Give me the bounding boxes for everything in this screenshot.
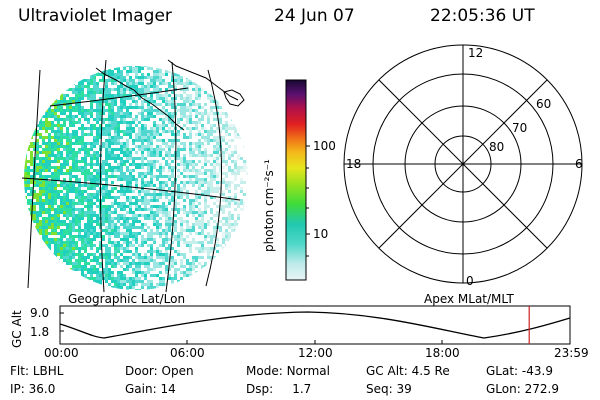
mlt-label-12: 12 [468,46,484,60]
mode-field: Mode: Normal [246,364,330,378]
altitude-ylabel: GC Alt [10,310,24,348]
mlat-label-70: 70 [512,121,528,135]
gain-field: Gain: 14 [125,382,176,396]
coastline [95,59,245,131]
instrument-title: Ultraviolet Imager [18,6,172,26]
altitude-ytick-1.8: 1.8 [30,325,50,339]
image-date: 24 Jun 07 [274,6,355,26]
altitude-plot-ticks [60,312,443,344]
door-field: Door: Open [125,364,194,378]
colorbar-tick-100: 100 [313,139,336,153]
time-tick-0000: 00:00 [44,346,79,360]
mlat-label-60: 60 [536,97,552,111]
altitude-ytick-9: 9.0 [30,306,50,320]
polar-plot [343,44,583,284]
image-time: 22:05:36 UT [430,6,535,26]
gc-alt-field: GC Alt: 4.5 Re [366,364,450,378]
mlt-label-6: 6 [575,157,583,171]
time-tick-1200: 12:00 [298,346,333,360]
caption-geographic: Geographic Lat/Lon [68,292,186,306]
altitude-curve [59,311,571,339]
mlat-label-80: 80 [489,140,505,154]
glon-field: GLon: 272.9 [486,382,559,396]
ip-field: IP: 36.0 [10,382,56,396]
time-tick-1800: 18:00 [425,346,460,360]
geographic-grid [21,59,241,293]
caption-apex: Apex MLat/MLT [424,292,514,306]
colorbar-unit-label: photon cm⁻²s⁻¹ [262,159,276,252]
colorbar-tick-10: 10 [313,227,329,241]
mlt-label-0: 0 [466,274,474,288]
seq-field: Seq: 39 [366,382,412,396]
time-tick-2359: 23:59 [554,346,589,360]
dsp-field: Dsp: 1.7 [246,382,312,396]
mlt-label-18: 18 [346,157,362,171]
color-bar-ticks [306,145,310,257]
color-bar [285,79,307,281]
glat-field: GLat: -43.9 [486,364,553,378]
flt-field: Flt: LBHL [10,364,64,378]
time-tick-0600: 06:00 [170,346,205,360]
